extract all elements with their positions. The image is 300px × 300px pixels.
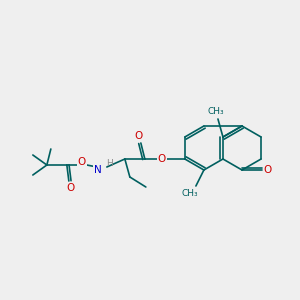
Text: O: O xyxy=(264,165,272,175)
Text: N: N xyxy=(94,165,102,175)
Text: O: O xyxy=(158,154,166,164)
Text: O: O xyxy=(78,157,86,167)
Text: H: H xyxy=(106,159,112,168)
Text: CH₃: CH₃ xyxy=(208,106,224,116)
Text: O: O xyxy=(67,183,75,193)
Text: CH₃: CH₃ xyxy=(182,188,198,197)
Text: O: O xyxy=(135,131,143,141)
